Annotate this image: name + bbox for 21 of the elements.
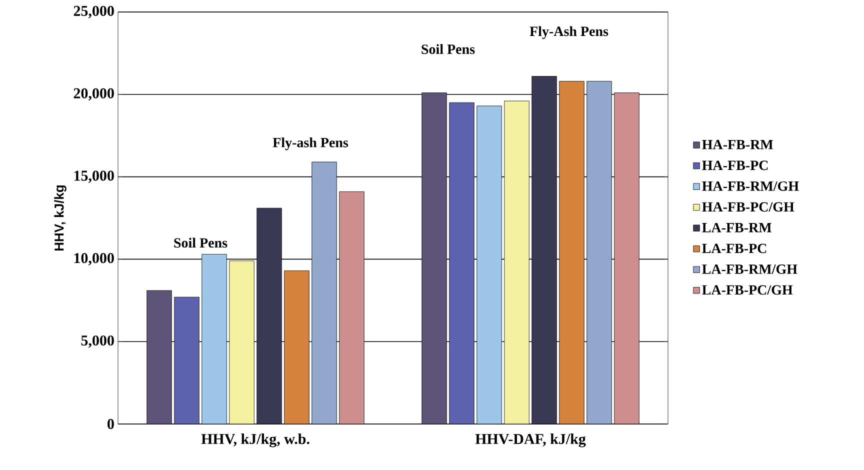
y-axis-title: HHV, kJ/kg [54,186,66,250]
y-tick-label: 0 [108,418,114,430]
legend-label: HA-FB-RM [702,140,773,150]
annotation: Soil Pens [174,238,228,248]
y-tick-label: 15,000 [74,170,114,183]
y-tick-label: 25,000 [74,6,114,18]
y-tick-label: 5,000 [81,335,114,348]
legend-label: HA-FB-RM/GH [702,181,799,191]
legend-label: LA-FB-RM [702,222,772,232]
y-tick-label: 10,000 [74,253,114,266]
annotation: Soil Pens [422,44,475,54]
legend-label: LA-FB-PC/GH [702,285,793,295]
y-tick-label: 20,000 [74,88,114,101]
legend-label: LA-FB-PC [702,244,766,254]
legend-label: HA-FB-PC [702,160,768,170]
legend-label: HA-FB-PC/GH [702,202,794,212]
x-tick-label: HHV-DAF, kJ/kg [475,434,586,448]
annotation: Fly-Ash Pens [530,26,608,39]
x-tick-label: HHV, kJ/kg, w.b. [201,434,310,448]
legend-label: LA-FB-RM/GH [702,264,798,274]
annotation: Fly-ash Pens [272,137,348,150]
